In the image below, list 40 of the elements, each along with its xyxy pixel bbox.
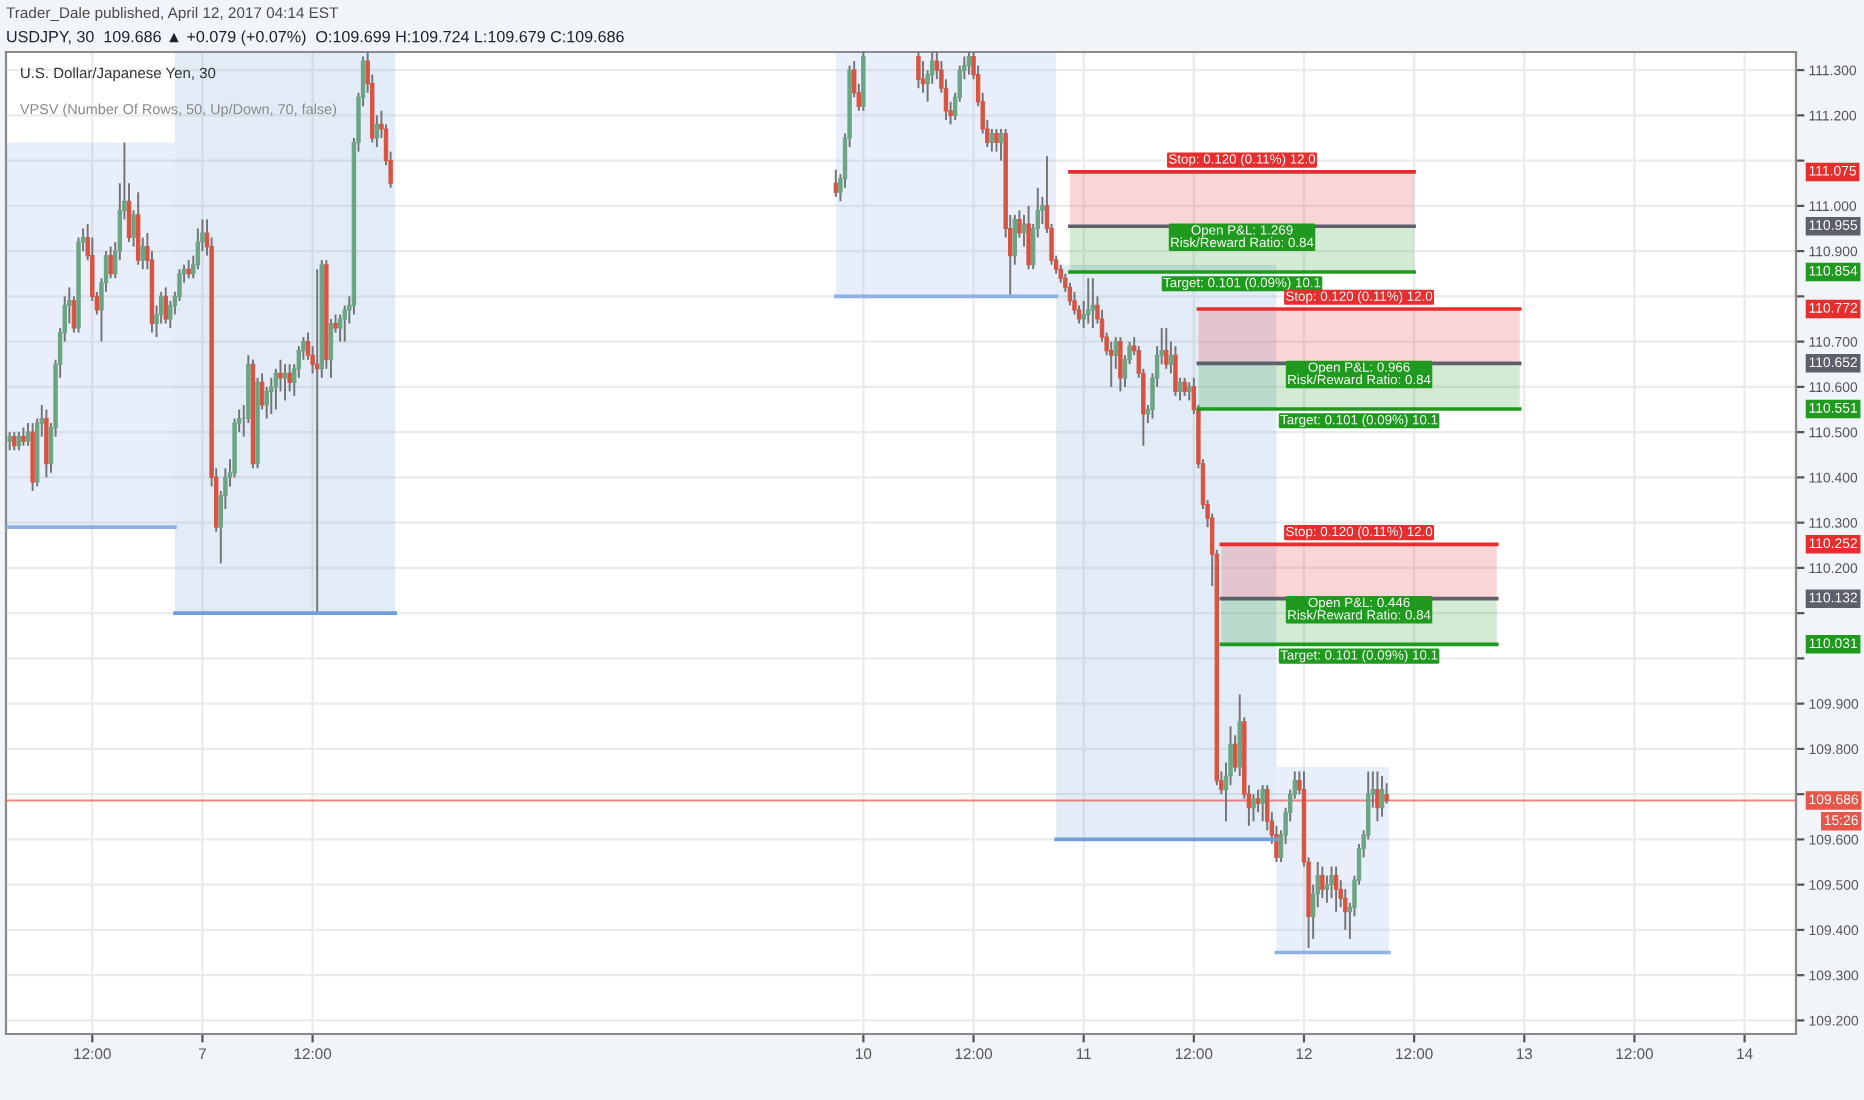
candlestick (7, 431, 12, 452)
candlestick (966, 52, 972, 76)
candlestick (1333, 865, 1339, 913)
candlestick (1086, 277, 1091, 325)
chart-title: USDJPY, 30 109.686 ▲ +0.079 (+0.07%) O:109.699 H:109.724 L:109.679 C:109.686 (7, 30, 624, 46)
candlestick (1324, 874, 1330, 904)
candlestick (273, 367, 279, 411)
candlestick (1026, 204, 1031, 271)
candlestick (916, 52, 921, 90)
candlestick (1109, 340, 1114, 388)
candlestick (833, 168, 839, 198)
candlestick (44, 408, 49, 479)
candlestick (1182, 376, 1187, 397)
candlestick (269, 376, 274, 415)
candlestick (1058, 263, 1063, 284)
candlestick (1260, 784, 1265, 823)
candlestick (12, 431, 17, 452)
candlestick (1118, 336, 1123, 393)
candlestick (1375, 770, 1380, 823)
candlestick (1090, 277, 1096, 330)
candlestick (163, 286, 168, 325)
candlestick (1072, 290, 1077, 316)
candlestick (994, 127, 999, 153)
candlestick (186, 259, 191, 280)
candlestick (1320, 865, 1325, 900)
candlestick (1164, 327, 1169, 370)
candlestick (195, 227, 201, 271)
candlestick (1379, 775, 1385, 818)
candlestick (21, 426, 26, 447)
candlestick (342, 304, 347, 343)
candlestick (1067, 281, 1073, 307)
candlestick (337, 313, 343, 343)
candlestick (287, 363, 292, 393)
candlestick (135, 191, 141, 266)
candlestick (16, 431, 22, 452)
candlestick (1343, 888, 1348, 931)
candlestick (989, 127, 995, 153)
candlestick (1173, 345, 1178, 397)
candlestick (1251, 793, 1256, 823)
candlestick (1255, 788, 1261, 814)
